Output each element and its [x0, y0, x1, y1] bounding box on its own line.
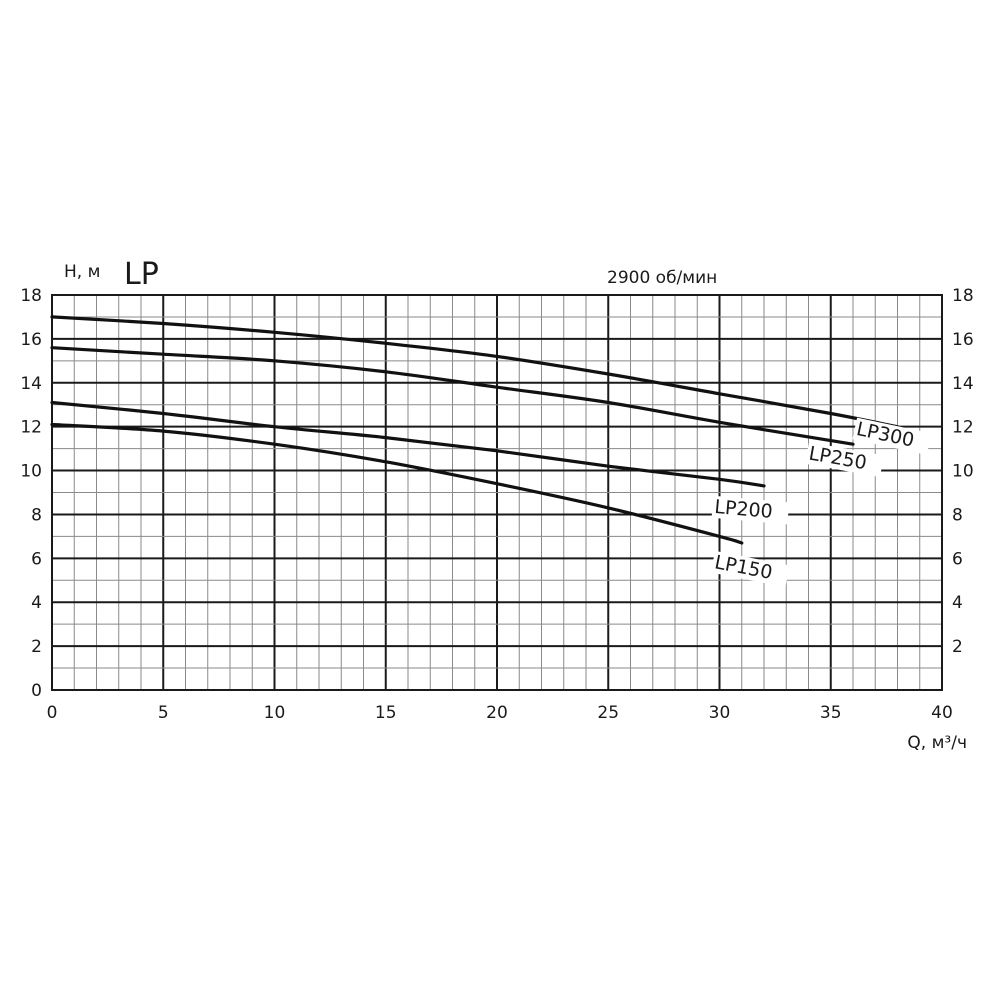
chart-title: LP: [124, 257, 159, 292]
series-line-lp300: [50, 315, 900, 429]
grid: [51, 294, 943, 691]
y-tick-label-right: 10: [952, 462, 974, 482]
series-label-bg: [852, 417, 932, 455]
y-tick-label-left: 10: [20, 462, 42, 482]
y-tick-label-left: 14: [20, 374, 42, 394]
series-label-lp200: LP200: [714, 496, 774, 523]
series-line-lp200: [50, 400, 766, 488]
y-tick-label-left: 6: [31, 549, 42, 569]
x-tick-label: 35: [820, 703, 842, 723]
y-tick-label-right: 14: [952, 374, 974, 394]
series-label-bg: [710, 550, 790, 588]
series-line-lp150: [50, 422, 744, 545]
series-label-lp250: LP250: [807, 442, 868, 474]
y-tick-label-left: 2: [31, 637, 42, 657]
y-tick-label-right: 4: [952, 593, 963, 613]
y-axis-label: H, м: [64, 262, 100, 282]
y-tick-label-left: 8: [31, 505, 42, 525]
x-tick-label: 5: [158, 703, 169, 723]
series-label-bg: [805, 442, 884, 477]
curves: [50, 315, 900, 545]
tick-labels: 0 5 10 15 20 25 30 35 40 0 2 4 6 8 10 12 14 16 18 2 4 6 8 10 12 1…: [20, 286, 973, 723]
x-tick-label: 10: [264, 703, 286, 723]
y-tick-label-left: 0: [31, 681, 42, 701]
series-label-bg: [711, 495, 790, 525]
series-label-lp150: LP150: [713, 551, 774, 584]
y-tick-label-right: 18: [952, 286, 974, 306]
y-tick-label-left: 4: [31, 593, 42, 613]
y-tick-label-right: 2: [952, 637, 963, 657]
x-tick-label: 30: [709, 703, 731, 723]
x-tick-label: 15: [375, 703, 397, 723]
y-tick-label-right: 16: [952, 330, 974, 350]
speed-label: 2900 об/мин: [607, 268, 717, 288]
x-tick-label: 25: [597, 703, 619, 723]
y-tick-label-right: 8: [952, 505, 963, 525]
x-tick-label: 20: [486, 703, 508, 723]
x-tick-label: 0: [47, 703, 58, 723]
y-tick-label-left: 16: [20, 330, 42, 350]
plot-frame: [51, 294, 943, 691]
x-axis-label: Q, м³/ч: [907, 733, 967, 753]
y-tick-label-left: 12: [20, 418, 42, 438]
y-tick-label-left: 18: [20, 286, 42, 306]
y-tick-label-right: 6: [952, 549, 963, 569]
series-label-lp300: LP300: [854, 418, 916, 452]
y-tick-label-right: 12: [952, 418, 974, 438]
x-tick-label: 40: [931, 703, 953, 723]
series-line-lp250: [50, 346, 855, 446]
